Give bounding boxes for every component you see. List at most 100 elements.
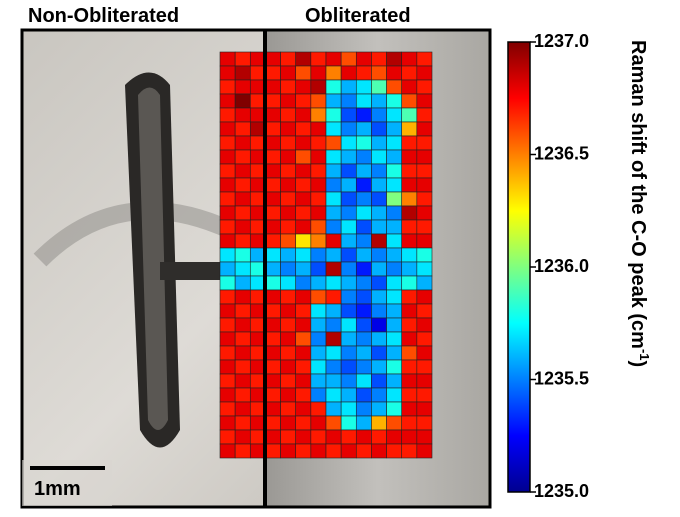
heatmap-cell bbox=[416, 191, 433, 207]
heatmap-cell bbox=[295, 275, 312, 291]
heatmap-cell bbox=[416, 401, 433, 417]
heatmap-cell bbox=[355, 317, 372, 333]
colorbar bbox=[507, 41, 531, 493]
heatmap-cell bbox=[355, 135, 372, 151]
heatmap-cell bbox=[265, 135, 281, 151]
heatmap-cell bbox=[386, 261, 403, 277]
heatmap-cell bbox=[310, 163, 327, 179]
heatmap-cell bbox=[386, 247, 403, 263]
heatmap-cell bbox=[325, 135, 342, 151]
heatmap-cell bbox=[234, 373, 251, 389]
heatmap-cell bbox=[310, 149, 327, 165]
heatmap-cell bbox=[280, 261, 297, 277]
heatmap-cell bbox=[386, 149, 403, 165]
heatmap-cell bbox=[416, 359, 433, 375]
heatmap-cell bbox=[219, 163, 236, 179]
heatmap-cell bbox=[280, 359, 297, 375]
heatmap-cell bbox=[280, 345, 297, 361]
heatmap-cell bbox=[219, 359, 236, 375]
heatmap-cell bbox=[371, 93, 387, 109]
heatmap-cell bbox=[219, 219, 236, 235]
heatmap-cell bbox=[386, 345, 403, 361]
heatmap-cell bbox=[401, 79, 418, 95]
heatmap-cell bbox=[265, 303, 281, 319]
heatmap-cell bbox=[416, 275, 433, 291]
heatmap-cell bbox=[280, 205, 297, 221]
heatmap-cell bbox=[340, 275, 357, 291]
heatmap-cell bbox=[386, 303, 403, 319]
heatmap-cell bbox=[386, 51, 403, 67]
heatmap-cell bbox=[310, 429, 327, 445]
heatmap-cell bbox=[355, 345, 372, 361]
heatmap-cell bbox=[355, 163, 372, 179]
heatmap-cell bbox=[355, 191, 372, 207]
heatmap-cell bbox=[325, 107, 342, 123]
heatmap-cell bbox=[325, 359, 342, 375]
heatmap-cell bbox=[401, 415, 418, 431]
heatmap-cell bbox=[355, 401, 372, 417]
heatmap-cell bbox=[234, 219, 251, 235]
heatmap-cell bbox=[340, 429, 357, 445]
heatmap-cell bbox=[401, 387, 418, 403]
heatmap-cell bbox=[340, 415, 357, 431]
heatmap-cell bbox=[234, 261, 251, 277]
heatmap-cell bbox=[265, 289, 281, 305]
heatmap-cell bbox=[325, 163, 342, 179]
heatmap-cell bbox=[219, 345, 236, 361]
heatmap-cell bbox=[355, 107, 372, 123]
heatmap-cell bbox=[310, 233, 327, 249]
heatmap-cell bbox=[401, 93, 418, 109]
heatmap-cell bbox=[416, 345, 433, 361]
heatmap-cell bbox=[371, 233, 387, 249]
heatmap-cell bbox=[355, 275, 372, 291]
heatmap-cell bbox=[234, 303, 251, 319]
heatmap-cell bbox=[310, 401, 327, 417]
heatmap-cell bbox=[340, 303, 357, 319]
heatmap-cell bbox=[280, 401, 297, 417]
heatmap-cell bbox=[355, 373, 372, 389]
heatmap-cell bbox=[401, 121, 418, 137]
heatmap-cell bbox=[265, 219, 281, 235]
heatmap-cell bbox=[401, 233, 418, 249]
heatmap-cell bbox=[219, 261, 236, 277]
heatmap-cell bbox=[265, 79, 281, 95]
heatmap-cell bbox=[234, 65, 251, 81]
heatmap-cell bbox=[325, 387, 342, 403]
heatmap-cell bbox=[340, 135, 357, 151]
heatmap-cell bbox=[401, 331, 418, 347]
heatmap-cell bbox=[265, 345, 281, 361]
colorbar-tick-label: 1235.5 bbox=[534, 368, 589, 388]
heatmap-cell bbox=[416, 261, 433, 277]
heatmap-cell bbox=[386, 79, 403, 95]
heatmap-cell bbox=[340, 93, 357, 109]
heatmap-cell bbox=[219, 289, 236, 305]
heatmap-cell bbox=[401, 289, 418, 305]
heatmap-cell bbox=[340, 163, 357, 179]
heatmap-cell bbox=[295, 191, 312, 207]
heatmap-cell bbox=[355, 387, 372, 403]
heatmap bbox=[219, 51, 433, 459]
heatmap-cell bbox=[310, 303, 327, 319]
heatmap-cell bbox=[234, 135, 251, 151]
heatmap-cell bbox=[416, 121, 433, 137]
heatmap-cell bbox=[355, 93, 372, 109]
heatmap-cell bbox=[310, 219, 327, 235]
heatmap-cell bbox=[234, 107, 251, 123]
heatmap-cell bbox=[325, 443, 342, 459]
heatmap-cell bbox=[340, 191, 357, 207]
heatmap-cell bbox=[386, 65, 403, 81]
heatmap-cell bbox=[340, 205, 357, 221]
heatmap-cell bbox=[265, 261, 281, 277]
heatmap-cell bbox=[234, 289, 251, 305]
colorbar-tick-label: 1235.0 bbox=[534, 481, 589, 501]
heatmap-cell bbox=[325, 275, 342, 291]
heatmap-cell bbox=[310, 79, 327, 95]
heatmap-cell bbox=[355, 247, 372, 263]
heatmap-cell bbox=[401, 65, 418, 81]
heatmap-cell bbox=[280, 163, 297, 179]
scale-bar-label: 1mm bbox=[34, 478, 81, 500]
colorbar-label-main: Raman shift of the C-O peak (cm bbox=[627, 40, 649, 349]
heatmap-cell bbox=[371, 415, 387, 431]
heatmap-cell bbox=[219, 429, 236, 445]
heatmap-cell bbox=[310, 51, 327, 67]
